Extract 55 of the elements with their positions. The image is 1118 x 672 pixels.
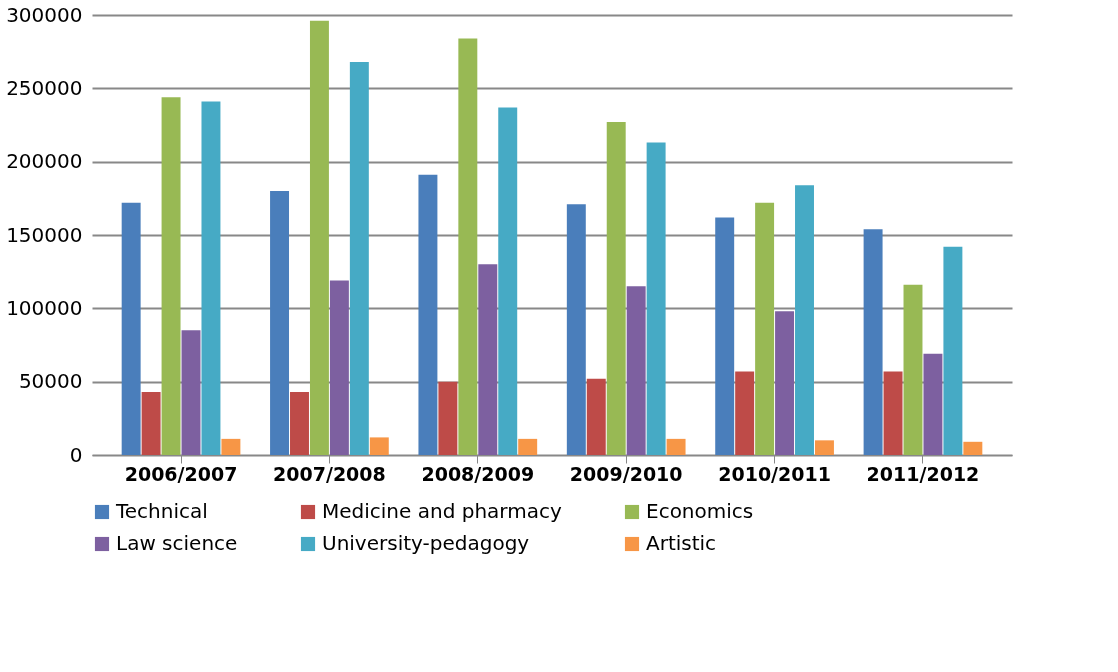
legend-label: Technical [115,499,208,523]
bar [498,107,518,455]
legend-label: Economics [646,499,754,523]
x-tick-label: 2011/2012 [866,462,980,485]
bar [923,353,943,455]
bar [566,204,586,455]
bar [715,217,735,455]
bar [478,264,498,455]
bar [329,280,349,455]
legend-label: University-pedagogy [322,531,530,555]
bar [963,441,983,455]
bar [121,202,141,455]
bar [201,101,221,455]
bar [814,440,834,455]
bar [418,174,438,455]
bar [795,185,814,455]
bar [349,61,369,455]
bar [863,229,883,455]
x-tick-label: 2008/2009 [421,462,535,485]
y-tick-label: 100000 [6,295,83,320]
bar [606,122,626,455]
legend-label: Law science [116,531,238,555]
bar [438,381,458,455]
bar [755,202,775,455]
x-tick-label: 2010/2011 [718,462,831,485]
bar [458,38,478,455]
bar [369,437,389,455]
y-tick-label: 300000 [6,2,83,27]
x-tick-label: 2006/2007 [124,462,238,485]
bar [903,284,923,455]
bar [290,391,309,455]
bar [666,438,686,455]
x-tick-label: 2007/2008 [273,462,386,485]
bar [943,246,963,455]
y-tick-label: 200000 [6,149,83,174]
bar [775,311,795,455]
legend-label: Artistic [646,531,717,555]
bar [221,438,241,455]
bar [735,371,755,455]
bar [586,378,606,455]
bar [883,371,903,455]
bar [518,438,538,455]
bar [161,97,181,455]
bar [270,191,290,455]
bar [309,20,329,455]
y-tick-label: 150000 [6,222,83,247]
bar [646,142,666,455]
y-tick-label: 50000 [18,369,83,394]
bar [181,330,201,455]
bar [141,391,161,455]
x-tick-label: 2009/2010 [569,462,683,485]
legend-label: Medicine and pharmacy [322,499,562,523]
bar [626,286,646,455]
y-tick-label: 250000 [6,75,83,100]
y-tick-label: 0 [69,442,83,467]
